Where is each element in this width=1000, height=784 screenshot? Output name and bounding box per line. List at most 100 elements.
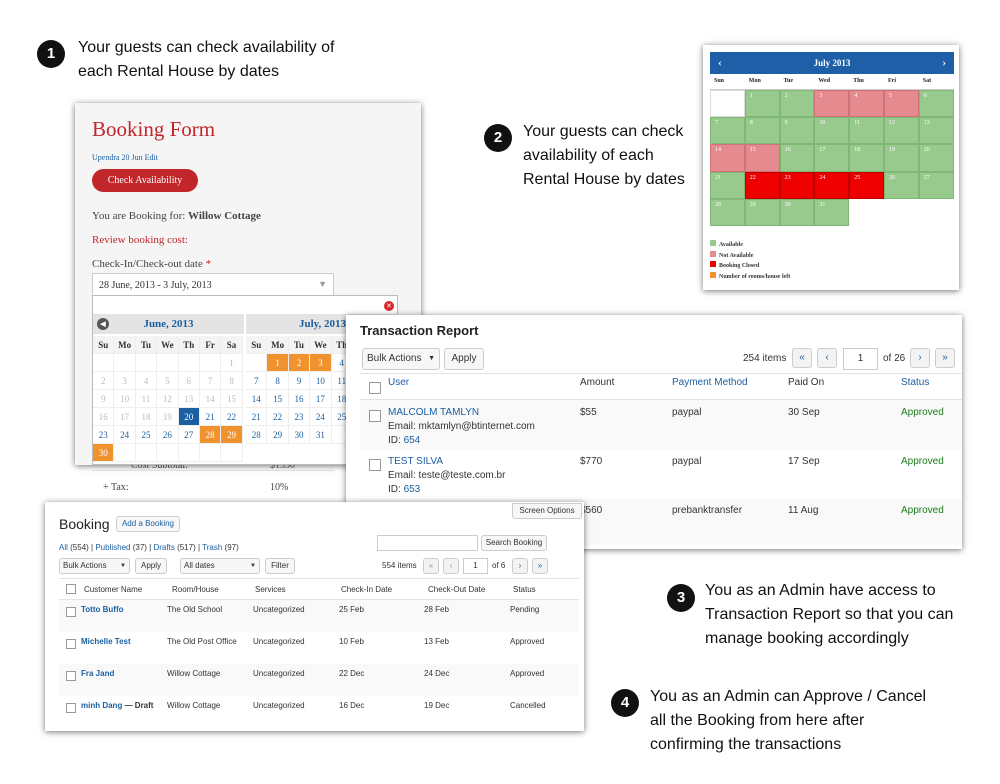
page-input[interactable]: 1 <box>463 558 488 574</box>
availability-day-cell[interactable]: 26 <box>883 171 919 199</box>
add-booking-button[interactable]: Add a Booking <box>116 516 180 532</box>
customer-name-link[interactable]: Totto Buffo <box>81 605 124 614</box>
availability-day-cell[interactable]: 2 <box>779 90 815 118</box>
filter-drafts[interactable]: Drafts <box>153 543 175 552</box>
availability-day-cell[interactable]: 16 <box>779 144 815 172</box>
day-cell[interactable]: 14 <box>199 390 222 408</box>
day-cell[interactable]: 30 <box>288 426 311 444</box>
availability-day-cell[interactable]: 28 <box>710 198 745 226</box>
day-cell[interactable]: 22 <box>221 408 243 426</box>
day-cell[interactable]: 18 <box>135 408 158 426</box>
customer-name-link[interactable]: Michelle Test <box>81 637 131 646</box>
availability-day-cell[interactable]: 31 <box>814 198 850 226</box>
customer-name-link[interactable]: Fra Jand <box>81 669 115 678</box>
availability-day-cell[interactable]: 24 <box>814 171 850 199</box>
day-cell[interactable]: 1 <box>267 354 289 372</box>
day-cell[interactable]: 12 <box>157 390 179 408</box>
day-cell[interactable]: 17 <box>114 408 136 426</box>
day-cell[interactable]: 10 <box>310 372 332 390</box>
day-cell[interactable]: 15 <box>221 390 243 408</box>
page-input[interactable]: 1 <box>843 348 878 370</box>
availability-day-cell[interactable]: 8 <box>744 117 780 145</box>
day-cell[interactable]: 15 <box>267 390 289 408</box>
availability-day-cell[interactable]: 12 <box>883 117 919 145</box>
day-cell[interactable]: 21 <box>246 408 268 426</box>
day-cell[interactable]: 2 <box>288 354 311 372</box>
filter-button[interactable]: Filter <box>265 558 295 574</box>
day-cell[interactable]: 13 <box>178 390 200 408</box>
day-cell[interactable]: 31 <box>310 426 332 444</box>
prev-page-button[interactable]: ‹ <box>817 348 837 368</box>
next-page-button[interactable]: › <box>910 348 930 368</box>
next-page-button[interactable]: › <box>512 558 528 574</box>
day-cell[interactable]: 14 <box>246 390 268 408</box>
row-checkbox[interactable] <box>66 671 76 681</box>
availability-day-cell[interactable]: 6 <box>918 90 954 118</box>
last-page-button[interactable]: » <box>935 348 955 368</box>
day-cell[interactable]: 11 <box>135 390 158 408</box>
first-page-button[interactable]: « <box>792 348 812 368</box>
availability-day-cell[interactable]: 13 <box>918 117 954 145</box>
select-all-checkbox[interactable] <box>66 584 76 594</box>
day-cell[interactable]: 24 <box>310 408 332 426</box>
day-cell[interactable]: 29 <box>221 426 243 444</box>
post-meta[interactable]: Upendra 20 Jun Edit <box>92 153 158 162</box>
availability-day-cell[interactable]: 18 <box>849 144 884 172</box>
col-status[interactable]: Status <box>901 377 930 388</box>
availability-day-cell[interactable]: 22 <box>744 171 780 199</box>
day-cell[interactable]: 5 <box>157 372 179 390</box>
day-cell[interactable]: 26 <box>157 426 179 444</box>
day-cell[interactable]: 23 <box>93 426 115 444</box>
day-cell[interactable]: 3 <box>114 372 136 390</box>
availability-day-cell[interactable]: 29 <box>744 198 780 226</box>
row-checkbox[interactable] <box>66 703 76 713</box>
availability-day-cell[interactable]: 5 <box>883 90 919 118</box>
customer-name-link[interactable]: minh Dang <box>81 701 123 710</box>
select-all-checkbox[interactable] <box>369 382 381 394</box>
day-cell[interactable]: 8 <box>267 372 289 390</box>
availability-day-cell[interactable]: 9 <box>779 117 815 145</box>
next-month-icon[interactable]: › <box>942 57 946 69</box>
day-cell[interactable]: 22 <box>267 408 289 426</box>
day-cell[interactable]: 16 <box>288 390 311 408</box>
day-cell[interactable]: 3 <box>310 354 332 372</box>
availability-day-cell[interactable]: 17 <box>814 144 850 172</box>
day-cell[interactable]: 23 <box>288 408 311 426</box>
last-page-button[interactable]: » <box>532 558 548 574</box>
availability-day-cell[interactable]: 10 <box>814 117 850 145</box>
col-payment-method[interactable]: Payment Method <box>672 377 748 388</box>
first-page-button[interactable]: « <box>423 558 439 574</box>
apply-button[interactable]: Apply <box>444 348 484 370</box>
availability-day-cell[interactable]: 21 <box>710 171 745 199</box>
day-cell[interactable]: 7 <box>246 372 268 390</box>
prev-month-icon[interactable]: ‹ <box>718 57 722 69</box>
id-link[interactable]: 654 <box>403 435 421 446</box>
day-cell[interactable]: 2 <box>93 372 115 390</box>
day-cell[interactable]: 4 <box>135 372 158 390</box>
day-cell[interactable]: 17 <box>310 390 332 408</box>
search-booking-button[interactable]: Search Booking <box>481 535 547 551</box>
availability-day-cell[interactable]: 14 <box>710 144 745 172</box>
day-cell[interactable]: 25 <box>135 426 158 444</box>
availability-day-cell[interactable]: 4 <box>849 90 884 118</box>
row-checkbox[interactable] <box>369 459 381 471</box>
availability-day-cell[interactable]: 11 <box>849 117 884 145</box>
day-cell[interactable]: 7 <box>199 372 222 390</box>
availability-day-cell[interactable]: 19 <box>883 144 919 172</box>
col-customer-name[interactable]: Customer Name <box>84 585 143 594</box>
day-cell[interactable]: 1 <box>221 354 243 372</box>
availability-day-cell[interactable]: 23 <box>779 171 815 199</box>
day-cell[interactable]: 16 <box>93 408 115 426</box>
bulk-actions-select[interactable]: Bulk Actions ▼ <box>362 348 440 370</box>
availability-day-cell[interactable]: 27 <box>918 171 954 199</box>
day-cell[interactable]: 29 <box>267 426 289 444</box>
day-cell[interactable]: 27 <box>178 426 200 444</box>
day-cell[interactable]: 19 <box>157 408 179 426</box>
day-cell[interactable]: 9 <box>93 390 115 408</box>
user-name-link[interactable]: TEST SILVA <box>388 456 444 467</box>
day-cell[interactable]: 24 <box>114 426 136 444</box>
bulk-actions-select[interactable]: Bulk Actions ▼ <box>59 558 130 574</box>
prev-page-button[interactable]: ‹ <box>443 558 459 574</box>
filter-trash[interactable]: Trash <box>202 543 223 552</box>
check-availability-button[interactable]: Check Availability <box>92 169 198 192</box>
